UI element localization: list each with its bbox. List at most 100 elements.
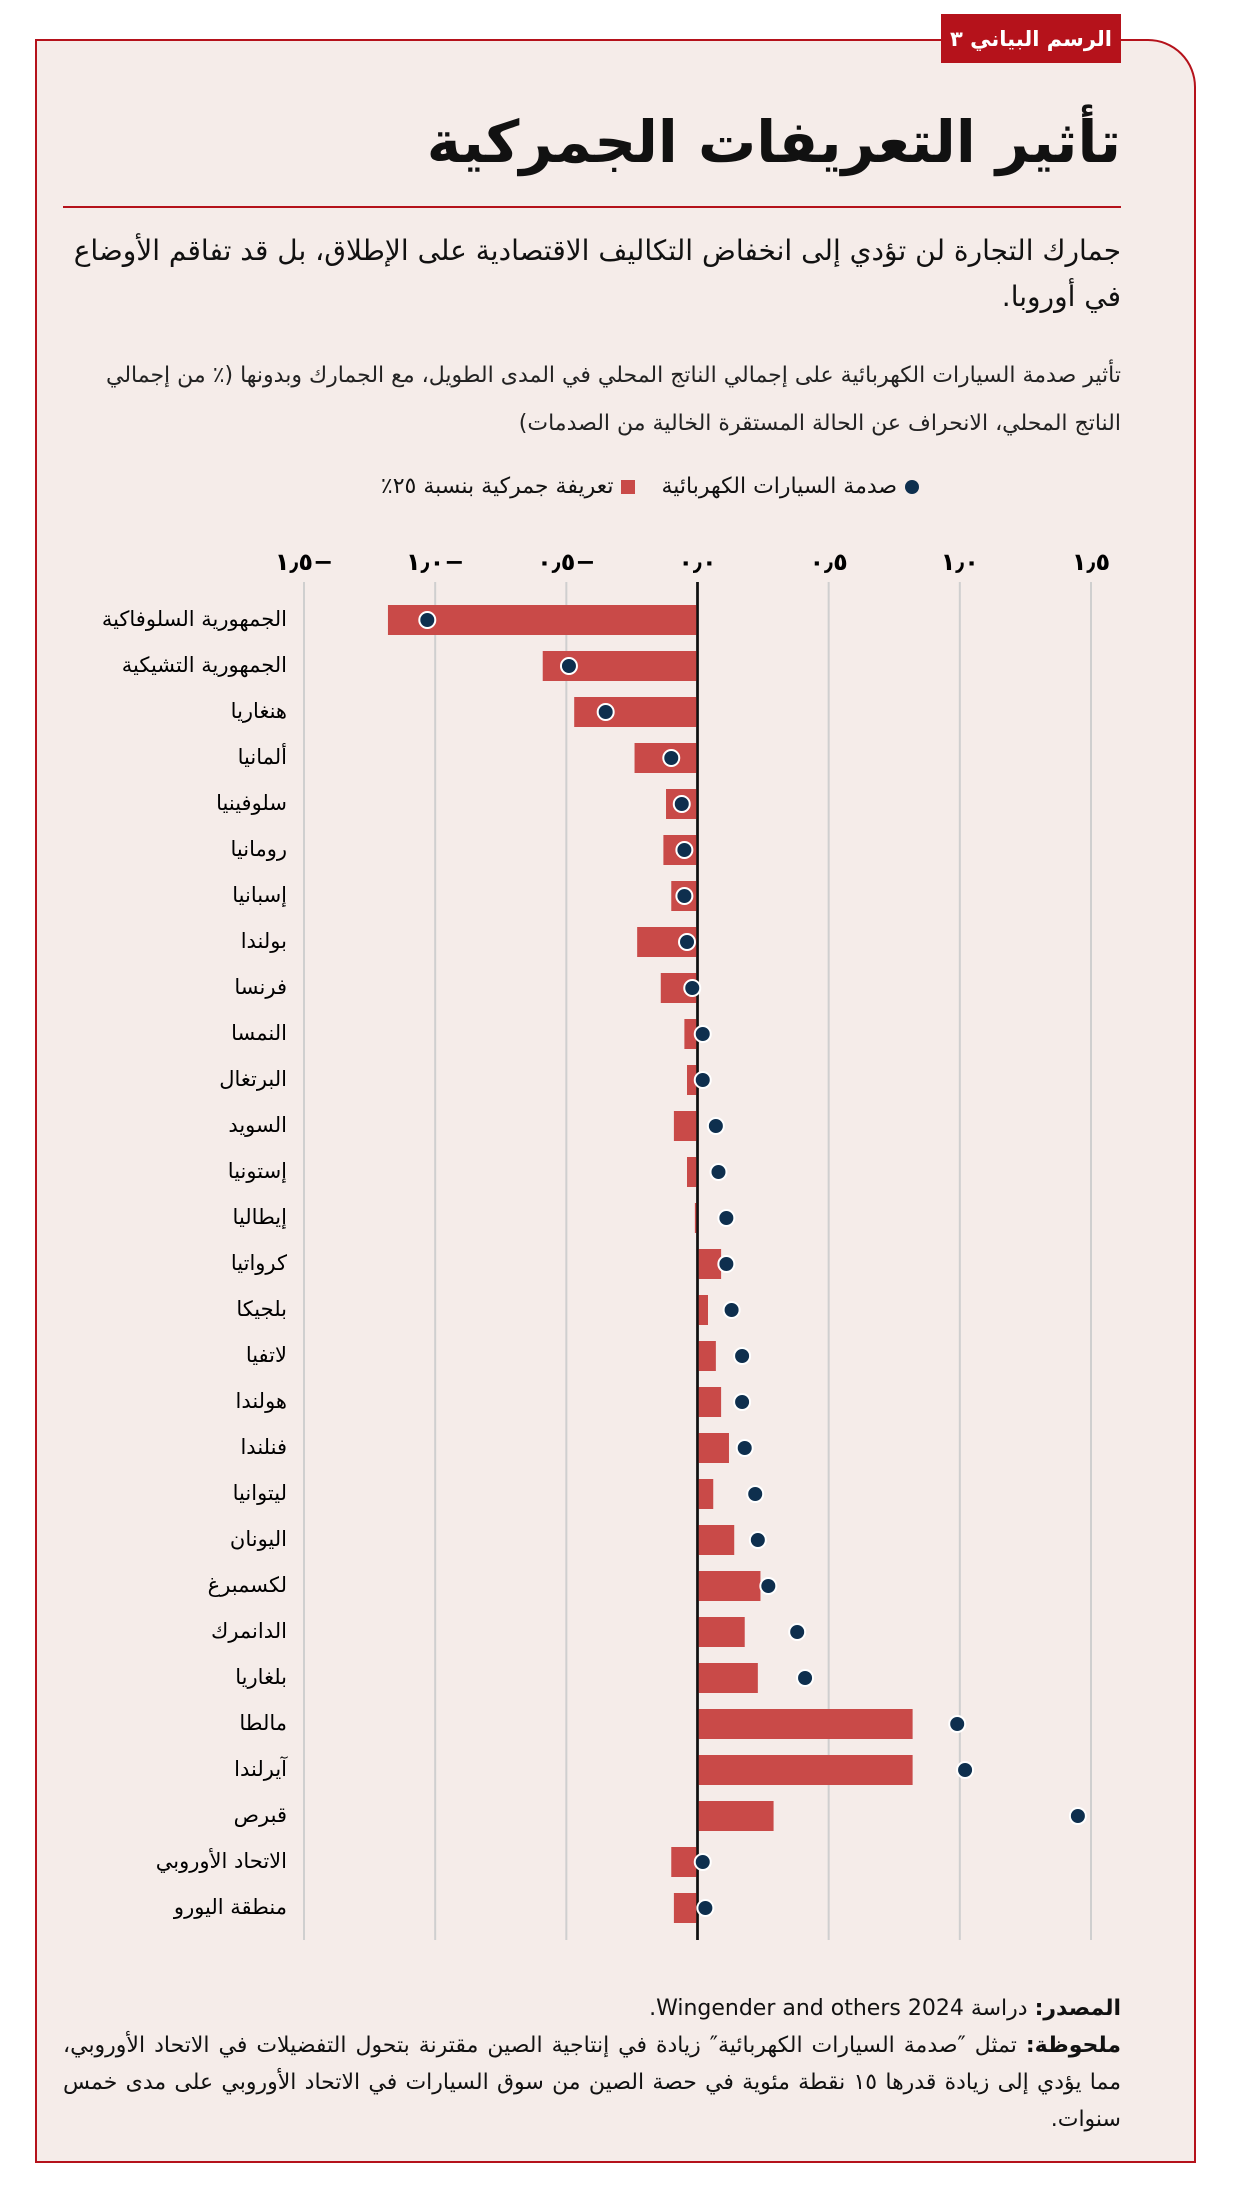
title-rule — [63, 206, 1121, 208]
y-tick-label: مالطا — [239, 1711, 287, 1735]
bar — [687, 1157, 698, 1187]
bar — [697, 1341, 716, 1371]
y-tick-label: قبرص — [234, 1803, 287, 1827]
dot — [746, 1485, 765, 1503]
bar — [697, 1801, 774, 1831]
legend-item: تعريفة جمركية بنسبة ٢٥٪ — [381, 474, 636, 499]
dot — [418, 611, 437, 629]
x-tick-label: ١٫٥ — [1072, 548, 1110, 576]
legend-swatch — [621, 479, 636, 494]
dot — [948, 1715, 967, 1733]
legend-swatch — [905, 479, 920, 494]
x-tick-label: ٠٫٥ — [810, 548, 848, 576]
y-tick-label: رومانيا — [230, 837, 287, 861]
y-tick-label: لكسمبرغ — [208, 1573, 287, 1597]
chart-subtitle: جمارك التجارة لن تؤدي إلى انخفاض التكالي… — [73, 234, 1121, 313]
bar — [687, 1065, 698, 1095]
dot — [759, 1577, 778, 1595]
dot — [788, 1623, 807, 1641]
note-label: ملحوظة: — [1025, 2033, 1121, 2058]
dot — [559, 657, 578, 675]
y-tick-label: الجمهورية السلوفاكية — [102, 607, 287, 631]
legend-item: صدمة السيارات الكهربائية — [661, 474, 920, 499]
legend-label: صدمة السيارات الكهربائية — [661, 474, 898, 499]
dot — [709, 1163, 728, 1181]
dot — [706, 1117, 725, 1135]
dot — [717, 1209, 736, 1227]
x-tick-label: −١٫٥ — [275, 548, 333, 576]
y-tick-label: فرنسا — [234, 975, 287, 999]
bar — [574, 697, 698, 727]
bar — [697, 1709, 913, 1739]
x-tick-label: −١٫٠ — [406, 548, 464, 576]
dot — [956, 1761, 975, 1779]
bar — [697, 1433, 729, 1463]
y-tick-label: ليتوانيا — [233, 1481, 287, 1505]
card — [35, 39, 1196, 2163]
y-tick-label: اليونان — [230, 1527, 287, 1551]
dot — [733, 1347, 752, 1365]
bar — [673, 1111, 698, 1141]
bar — [697, 1295, 708, 1325]
x-tick-label: −٠٫٥ — [537, 548, 595, 576]
dot — [735, 1439, 754, 1457]
x-tick-label: ٠٫٠ — [678, 548, 716, 576]
y-tick-label: هنغاريا — [231, 699, 287, 723]
note: ملحوظة: تمثل ″صدمة السيارات الكهربائية″ … — [63, 2027, 1121, 2138]
dot — [596, 703, 615, 721]
chart-description: تأثير صدمة السيارات الكهربائية على إجمال… — [106, 363, 1121, 436]
bar — [387, 605, 698, 635]
dot — [696, 1899, 715, 1917]
source-text: دراسة Wingender and others 2024. — [649, 1996, 1028, 2021]
bar — [697, 1249, 722, 1279]
x-tick-label: ١٫٠ — [941, 548, 979, 576]
dot — [1068, 1807, 1087, 1825]
y-tick-label: الاتحاد الأوروبي — [156, 1848, 287, 1873]
bar — [697, 1617, 745, 1647]
y-tick-label: سلوفينيا — [216, 791, 287, 815]
bar — [684, 1019, 698, 1049]
y-tick-label: النمسا — [231, 1021, 287, 1045]
y-tick-label: كرواتيا — [231, 1251, 287, 1275]
dot — [693, 1071, 712, 1089]
dot — [675, 887, 694, 905]
y-tick-label: هولندا — [235, 1389, 287, 1413]
source: المصدر: دراسة Wingender and others 2024. — [63, 1990, 1121, 2027]
y-tick-label: بولندا — [241, 929, 287, 953]
bar — [697, 1755, 913, 1785]
dot — [733, 1393, 752, 1411]
y-tick-label: البرتغال — [219, 1067, 287, 1091]
y-tick-label: بلجيكا — [236, 1297, 287, 1321]
dot — [683, 979, 702, 997]
figure-label: الرسم البياني ٣ — [941, 14, 1121, 63]
bar — [673, 1893, 698, 1923]
bar — [697, 1387, 722, 1417]
y-tick-label: منطقة اليورو — [173, 1895, 287, 1919]
dot — [748, 1531, 767, 1549]
footer: المصدر: دراسة Wingender and others 2024.… — [63, 1990, 1121, 2138]
y-tick-label: السويد — [228, 1113, 287, 1137]
note-text: تمثل ″صدمة السيارات الكهربائية″ زيادة في… — [63, 2033, 1121, 2132]
dot — [678, 933, 697, 951]
chart-title: تأثير التعريفات الجمركية — [426, 108, 1121, 176]
y-tick-label: فنلندا — [240, 1435, 287, 1459]
bar — [694, 1203, 698, 1233]
y-tick-label: الدانمرك — [211, 1619, 287, 1643]
y-tick-label: إسبانيا — [232, 883, 287, 908]
y-tick-label: إيطاليا — [233, 1205, 287, 1230]
dot — [796, 1669, 815, 1687]
y-tick-label: لاتفيا — [246, 1343, 287, 1367]
bar — [697, 1571, 761, 1601]
y-tick-label: آيرلندا — [234, 1756, 288, 1781]
dot — [693, 1853, 712, 1871]
y-tick-label: إستونيا — [228, 1159, 287, 1184]
dot — [662, 749, 681, 767]
dot — [675, 841, 694, 859]
bar — [697, 1525, 735, 1555]
legend: صدمة السيارات الكهربائية تعريفة جمركية بن… — [200, 474, 1100, 499]
y-tick-label: بلغاريا — [235, 1665, 287, 1689]
dot — [717, 1255, 736, 1273]
legend-label: تعريفة جمركية بنسبة ٢٥٪ — [380, 474, 614, 499]
